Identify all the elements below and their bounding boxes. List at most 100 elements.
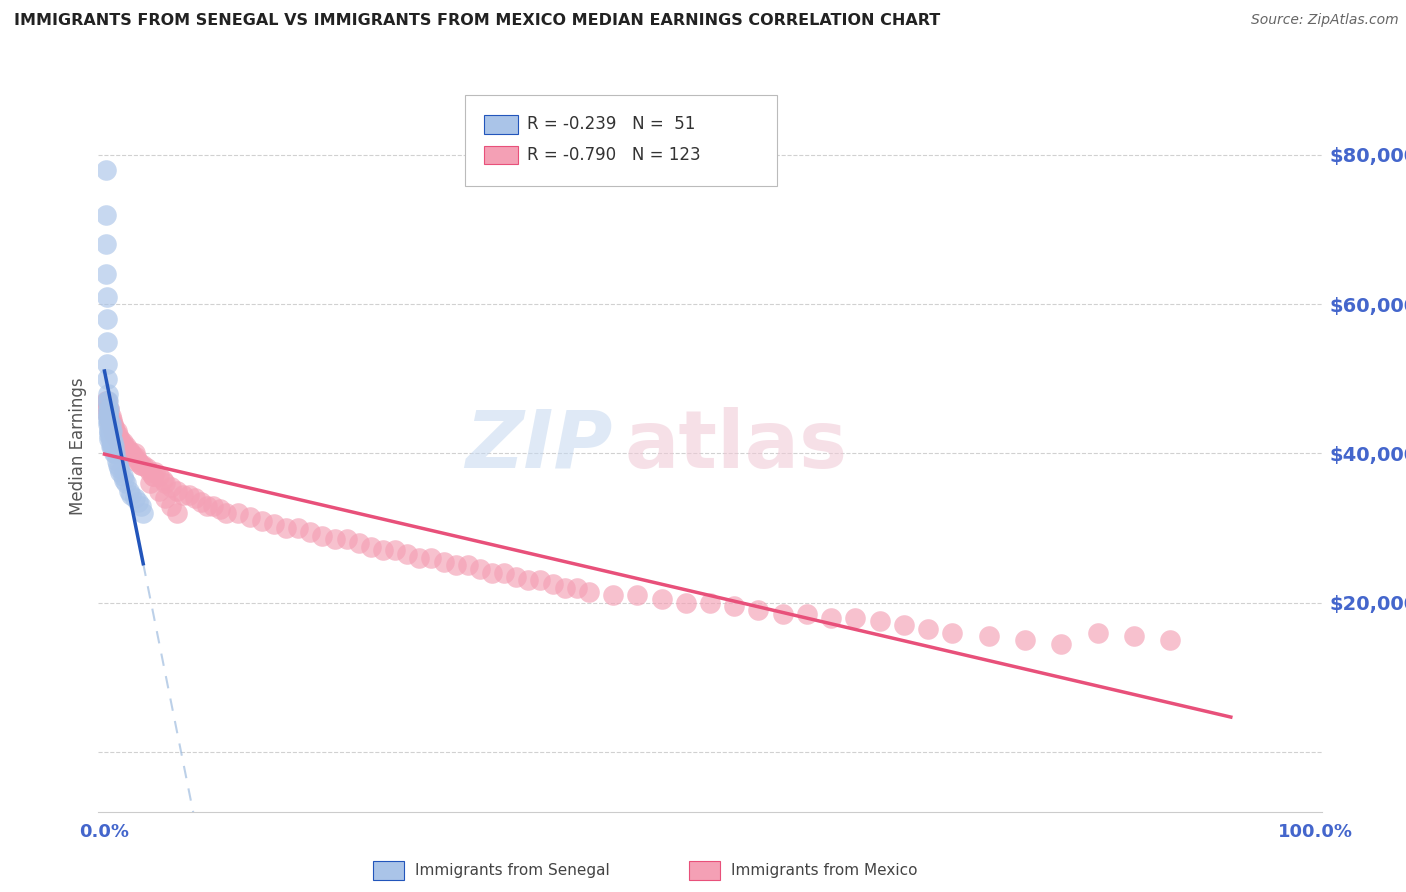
Text: atlas: atlas bbox=[624, 407, 848, 485]
Point bbox=[98, 417, 121, 431]
Point bbox=[98, 424, 121, 438]
Point bbox=[114, 442, 136, 457]
Point bbox=[115, 476, 138, 491]
Point bbox=[103, 424, 125, 438]
Point bbox=[105, 424, 128, 438]
Point bbox=[432, 555, 454, 569]
Point bbox=[148, 468, 170, 483]
Point bbox=[100, 439, 122, 453]
Point bbox=[94, 237, 117, 252]
Point bbox=[481, 566, 503, 580]
Point bbox=[917, 622, 939, 636]
Point bbox=[120, 446, 142, 460]
Point bbox=[98, 401, 121, 416]
Point bbox=[699, 596, 721, 610]
Point bbox=[97, 405, 120, 419]
Point bbox=[101, 424, 124, 438]
Point bbox=[129, 458, 152, 472]
Point bbox=[444, 558, 467, 573]
Y-axis label: Median Earnings: Median Earnings bbox=[69, 377, 87, 515]
Point bbox=[97, 409, 120, 424]
Point bbox=[132, 458, 155, 472]
Point bbox=[96, 372, 118, 386]
Point bbox=[100, 432, 122, 446]
Point bbox=[94, 268, 117, 282]
Point bbox=[371, 543, 394, 558]
Point bbox=[135, 461, 157, 475]
Point bbox=[494, 566, 516, 580]
Point bbox=[675, 596, 697, 610]
Point bbox=[111, 439, 134, 453]
Point bbox=[179, 487, 201, 501]
Text: Immigrants from Senegal: Immigrants from Senegal bbox=[415, 863, 610, 878]
Text: ZIP: ZIP bbox=[465, 407, 612, 485]
Point bbox=[160, 499, 183, 513]
Point bbox=[103, 446, 125, 460]
Text: Immigrants from Mexico: Immigrants from Mexico bbox=[731, 863, 918, 878]
Point bbox=[143, 465, 166, 479]
Point bbox=[103, 439, 125, 453]
Point bbox=[250, 514, 273, 528]
Point bbox=[103, 420, 125, 434]
Point bbox=[142, 468, 165, 483]
Point bbox=[323, 533, 346, 547]
Point bbox=[112, 439, 135, 453]
Point bbox=[772, 607, 794, 621]
Point bbox=[107, 427, 129, 442]
Point bbox=[108, 461, 131, 475]
Point bbox=[160, 480, 183, 494]
Point bbox=[104, 446, 127, 460]
Point bbox=[166, 483, 188, 498]
Point bbox=[98, 409, 121, 424]
Point bbox=[505, 569, 527, 583]
Point bbox=[239, 509, 262, 524]
Point bbox=[651, 592, 673, 607]
Point bbox=[408, 551, 430, 566]
Point bbox=[96, 290, 118, 304]
Point bbox=[105, 432, 128, 446]
Point bbox=[111, 468, 134, 483]
Point bbox=[115, 442, 138, 457]
Point bbox=[208, 502, 231, 516]
Point bbox=[97, 409, 120, 424]
Point bbox=[172, 487, 194, 501]
Point bbox=[100, 420, 122, 434]
Point bbox=[578, 584, 600, 599]
Point bbox=[100, 417, 122, 431]
Point bbox=[127, 454, 149, 468]
Point bbox=[1050, 637, 1073, 651]
Point bbox=[94, 208, 117, 222]
Point bbox=[97, 401, 120, 416]
Point bbox=[941, 625, 963, 640]
Point bbox=[129, 499, 152, 513]
Point bbox=[148, 483, 170, 498]
Point bbox=[602, 588, 624, 602]
Point bbox=[96, 334, 118, 349]
Point bbox=[122, 450, 145, 465]
Point bbox=[100, 432, 122, 446]
Point bbox=[96, 394, 118, 409]
Point bbox=[104, 424, 127, 438]
Point bbox=[100, 417, 122, 431]
Text: R = -0.790   N = 123: R = -0.790 N = 123 bbox=[526, 146, 700, 164]
Point bbox=[97, 386, 120, 401]
Point bbox=[110, 435, 132, 450]
Point bbox=[869, 615, 891, 629]
Point bbox=[124, 491, 146, 506]
Point bbox=[120, 487, 142, 501]
Point bbox=[347, 536, 370, 550]
Point bbox=[747, 603, 769, 617]
Point bbox=[98, 413, 121, 427]
Point bbox=[94, 394, 117, 409]
Point bbox=[152, 473, 174, 487]
Point bbox=[107, 458, 129, 472]
Point bbox=[517, 574, 540, 588]
Point bbox=[98, 424, 121, 438]
Point bbox=[529, 574, 551, 588]
Point bbox=[541, 577, 564, 591]
Point bbox=[384, 543, 406, 558]
Point bbox=[197, 499, 219, 513]
Point bbox=[103, 427, 125, 442]
Point bbox=[101, 435, 124, 450]
Text: R = -0.239   N =  51: R = -0.239 N = 51 bbox=[526, 115, 695, 133]
